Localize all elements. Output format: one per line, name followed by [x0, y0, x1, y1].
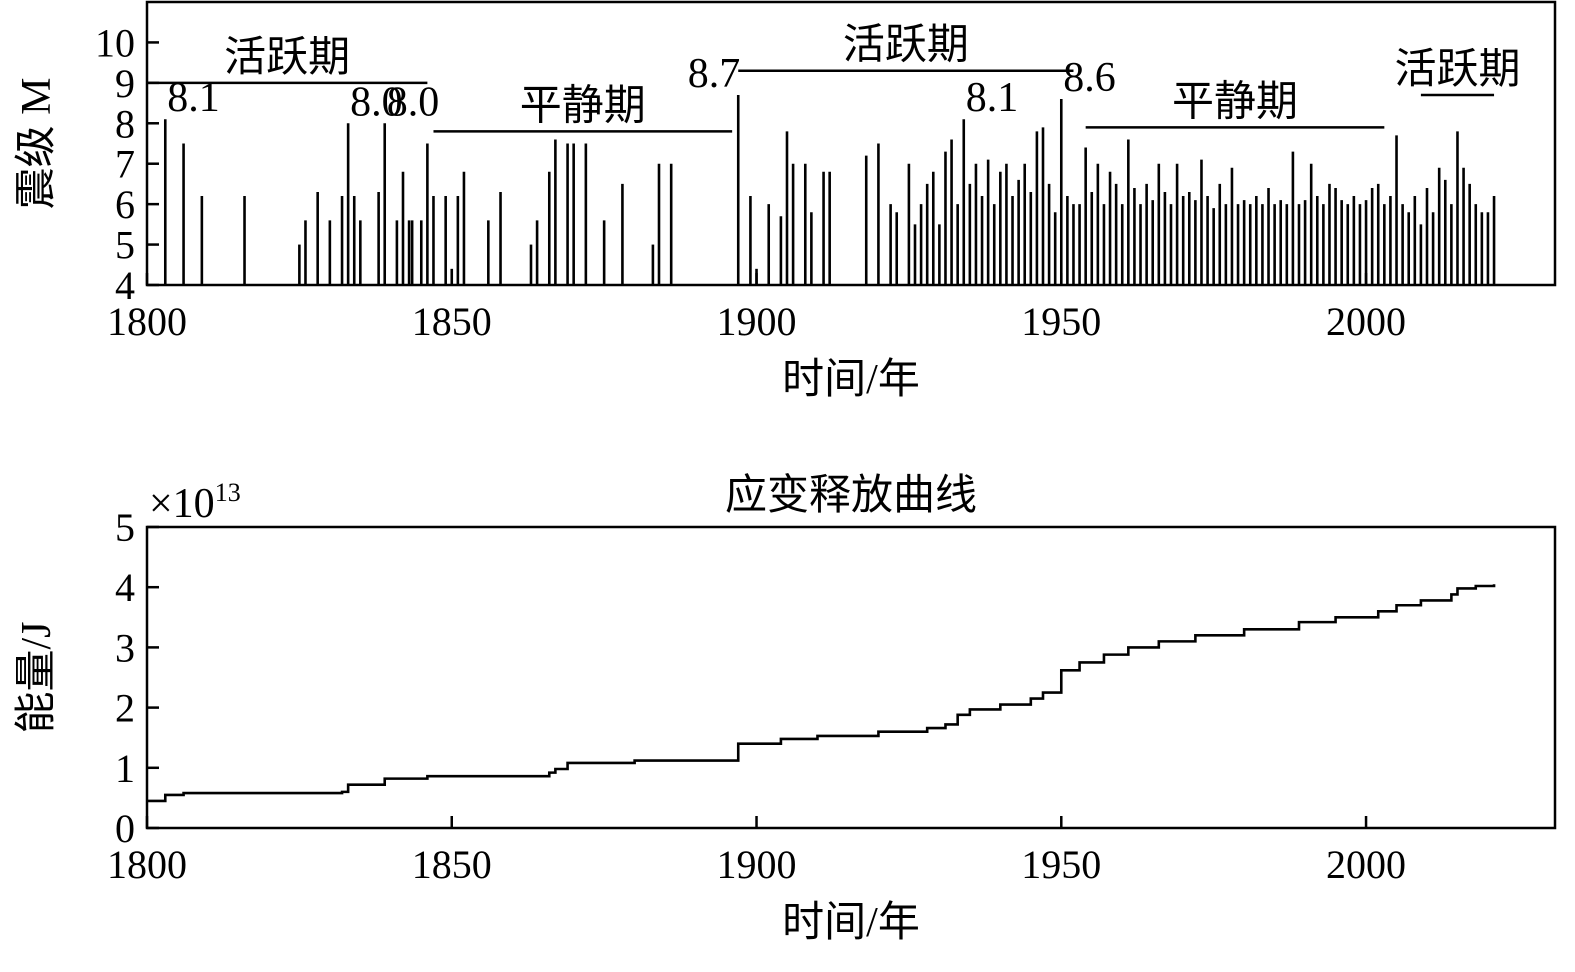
magnitude-annotation: 8.0	[387, 79, 440, 125]
magnitude-annotation: 8.0	[350, 79, 403, 125]
plot-frame	[145, 0, 1557, 287]
energy-x-axis-label: 时间/年	[782, 899, 920, 946]
magnitude-annotation: 8.6	[1063, 55, 1116, 101]
y-multiplier-base: ×10	[149, 481, 215, 527]
period-label: 平静期	[1172, 79, 1298, 125]
y-tick-label: 3	[115, 625, 135, 670]
y-tick-label: 2	[115, 686, 135, 731]
magnitude-annotation: 8.7	[688, 51, 741, 97]
plot-frame	[145, 525, 1557, 830]
energy-axis-label: 能量/J	[14, 621, 60, 733]
y-tick-label: 4	[115, 565, 135, 610]
x-tick-label: 1800	[107, 299, 187, 344]
energy-axes: 1800 1850 1900 1950 2000 0 1 2 3 4 5	[107, 505, 1557, 887]
x-tick-label: 1950	[1021, 842, 1101, 887]
x-tick-label: 1850	[412, 842, 492, 887]
y-tick-label: 7	[115, 142, 135, 187]
y-multiplier: ×1013	[149, 478, 241, 527]
y-tick-label: 4	[115, 263, 135, 308]
x-tick-label: 1900	[717, 842, 797, 887]
magnitude-annotations: 8.1 8.08.0 8.7 8.1 8.6	[167, 51, 1116, 125]
x-tick-label: 1950	[1021, 299, 1101, 344]
energy-step-line	[147, 584, 1496, 803]
magnitude-axis-label: 震级 M	[14, 78, 60, 210]
y-tick-label: 10	[95, 20, 135, 65]
x-tick-label: 2000	[1326, 842, 1406, 887]
x-tick-label: 2000	[1326, 299, 1406, 344]
magnitude-annotation: 8.1	[167, 75, 220, 121]
y-tick-label: 5	[115, 505, 135, 550]
y-multiplier-exponent: 13	[215, 478, 241, 507]
y-tick-label: 6	[115, 182, 135, 227]
y-tick-label: 0	[115, 806, 135, 851]
x-tick-label: 1900	[717, 299, 797, 344]
strain-release-curve	[147, 584, 1496, 803]
period-label: 活跃期	[843, 23, 969, 69]
x-tick-label: 1800	[107, 842, 187, 887]
period-label: 平静期	[520, 83, 646, 129]
y-tick-label: 1	[115, 746, 135, 791]
period-label: 活跃期	[1394, 47, 1520, 93]
magnitude-annotation: 8.1	[966, 75, 1019, 121]
magnitude-x-axis-label: 时间/年	[782, 356, 920, 403]
strain-release-title: 应变释放曲线	[725, 472, 977, 519]
y-tick-label: 5	[115, 223, 135, 268]
y-tick-label: 8	[115, 101, 135, 146]
magnitude-bars	[163, 94, 1496, 285]
x-tick-label: 1850	[412, 299, 492, 344]
y-tick-label: 9	[115, 61, 135, 106]
period-label: 活跃期	[224, 35, 350, 81]
strain-release-panel: 应变释放曲线 能量/J 时间/年 ×1013 1800 1850 1900 1950 2…	[14, 472, 1557, 946]
